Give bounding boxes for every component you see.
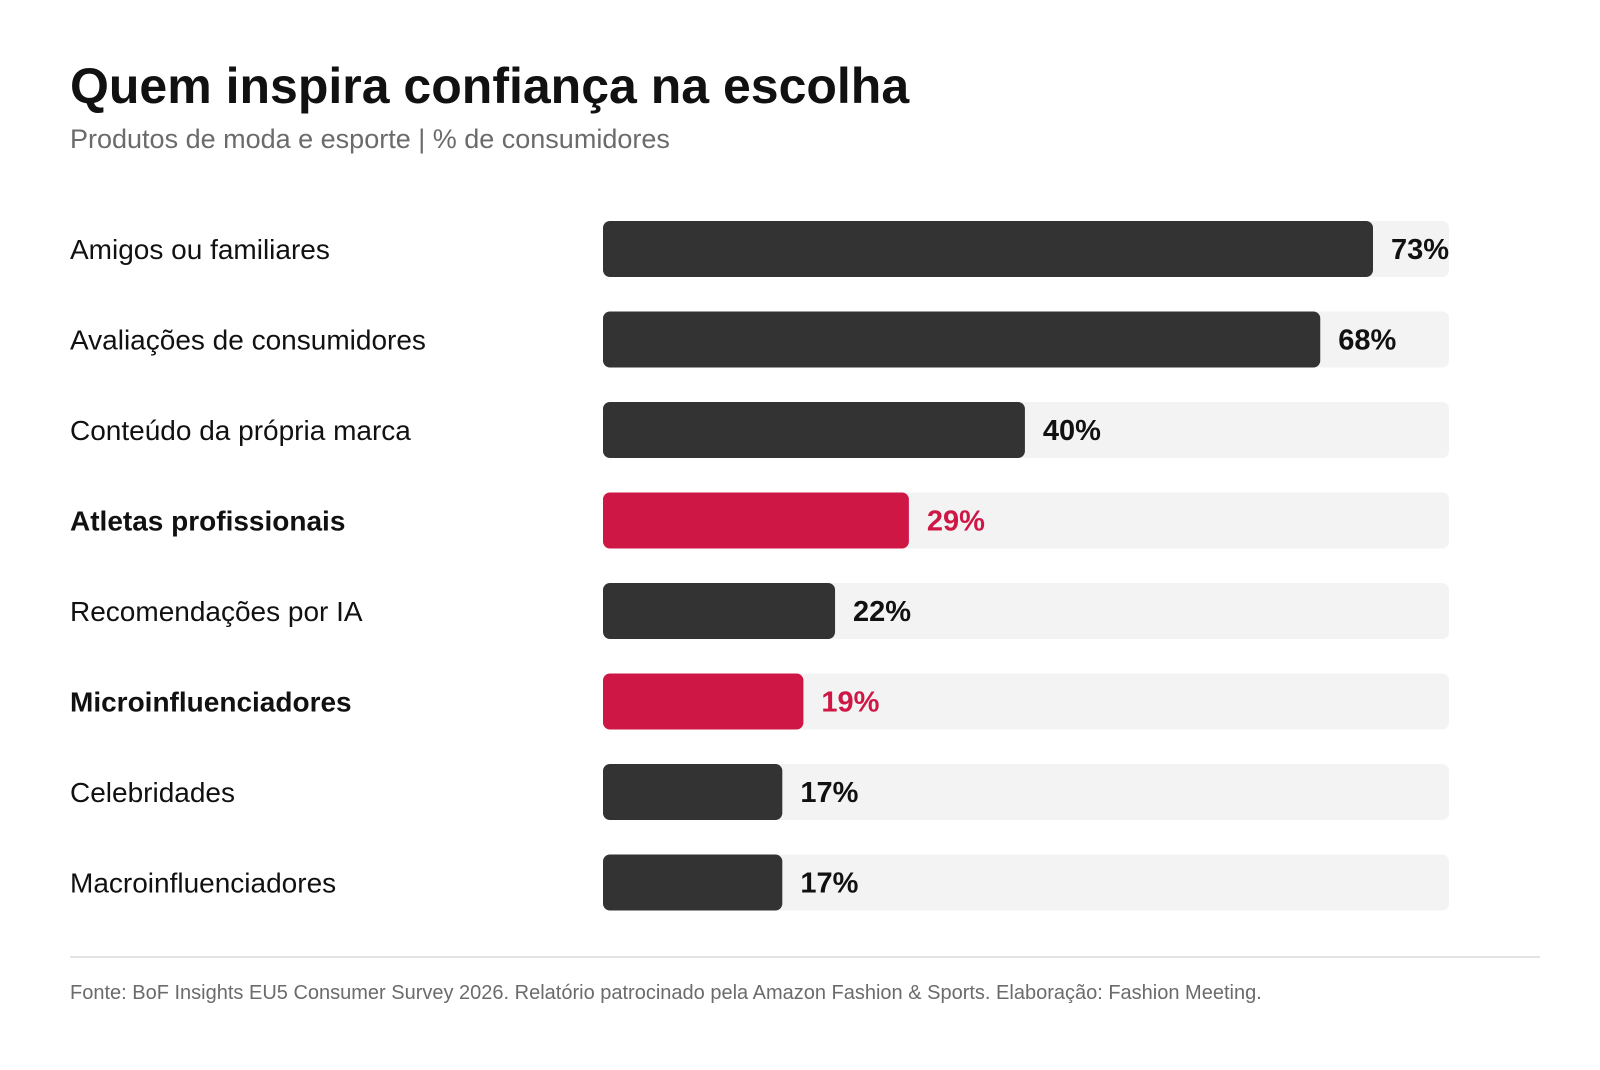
category-label: Recomendações por IA [70, 596, 363, 627]
bar-row: Macroinfluenciadores 17% [70, 854, 1449, 911]
bar-row: Avaliações de consumidores 68% [70, 311, 1449, 368]
bar [603, 311, 1321, 368]
bar [603, 854, 783, 911]
bar [603, 764, 783, 820]
category-label: Conteúdo da própria marca [70, 415, 411, 446]
value-label: 17% [800, 777, 858, 809]
bar [603, 583, 836, 639]
bar-row: Atletas profissionais 29% [70, 492, 1449, 549]
category-label: Macroinfluenciadores [70, 868, 336, 899]
bar [603, 673, 804, 730]
category-label: Microinfluenciadores [70, 687, 352, 718]
bar-row: Celebridades 17% [70, 764, 1449, 820]
bar-track [603, 764, 1449, 820]
value-label: 19% [821, 687, 879, 719]
bar-track [603, 673, 1449, 730]
category-label: Atletas profissionais [70, 506, 345, 537]
category-label: Amigos ou familiares [70, 234, 330, 265]
value-label: 73% [1391, 234, 1449, 266]
category-label: Avaliações de consumidores [70, 325, 426, 356]
bar-row: Microinfluenciadores 19% [70, 673, 1449, 730]
chart-subtitle: Produtos de moda e esporte | % de consum… [70, 124, 670, 154]
source-note: Fonte: BoF Insights EU5 Consumer Survey … [70, 982, 1262, 1004]
value-label: 40% [1043, 415, 1101, 447]
value-label: 68% [1338, 325, 1396, 357]
bar-row: Conteúdo da própria marca 40% [70, 402, 1449, 458]
bar-row: Recomendações por IA 22% [70, 583, 1449, 639]
value-label: 22% [853, 596, 911, 628]
bar [603, 221, 1373, 277]
bar [603, 492, 909, 549]
value-label: 29% [927, 506, 985, 538]
bar [603, 402, 1025, 458]
chart-title: Quem inspira confiança na escolha [70, 58, 910, 114]
bar-track [603, 854, 1449, 911]
bar-row: Amigos ou familiares 73% [70, 221, 1449, 277]
value-label: 17% [800, 868, 858, 900]
footer-divider [70, 956, 1540, 958]
category-label: Celebridades [70, 777, 235, 808]
